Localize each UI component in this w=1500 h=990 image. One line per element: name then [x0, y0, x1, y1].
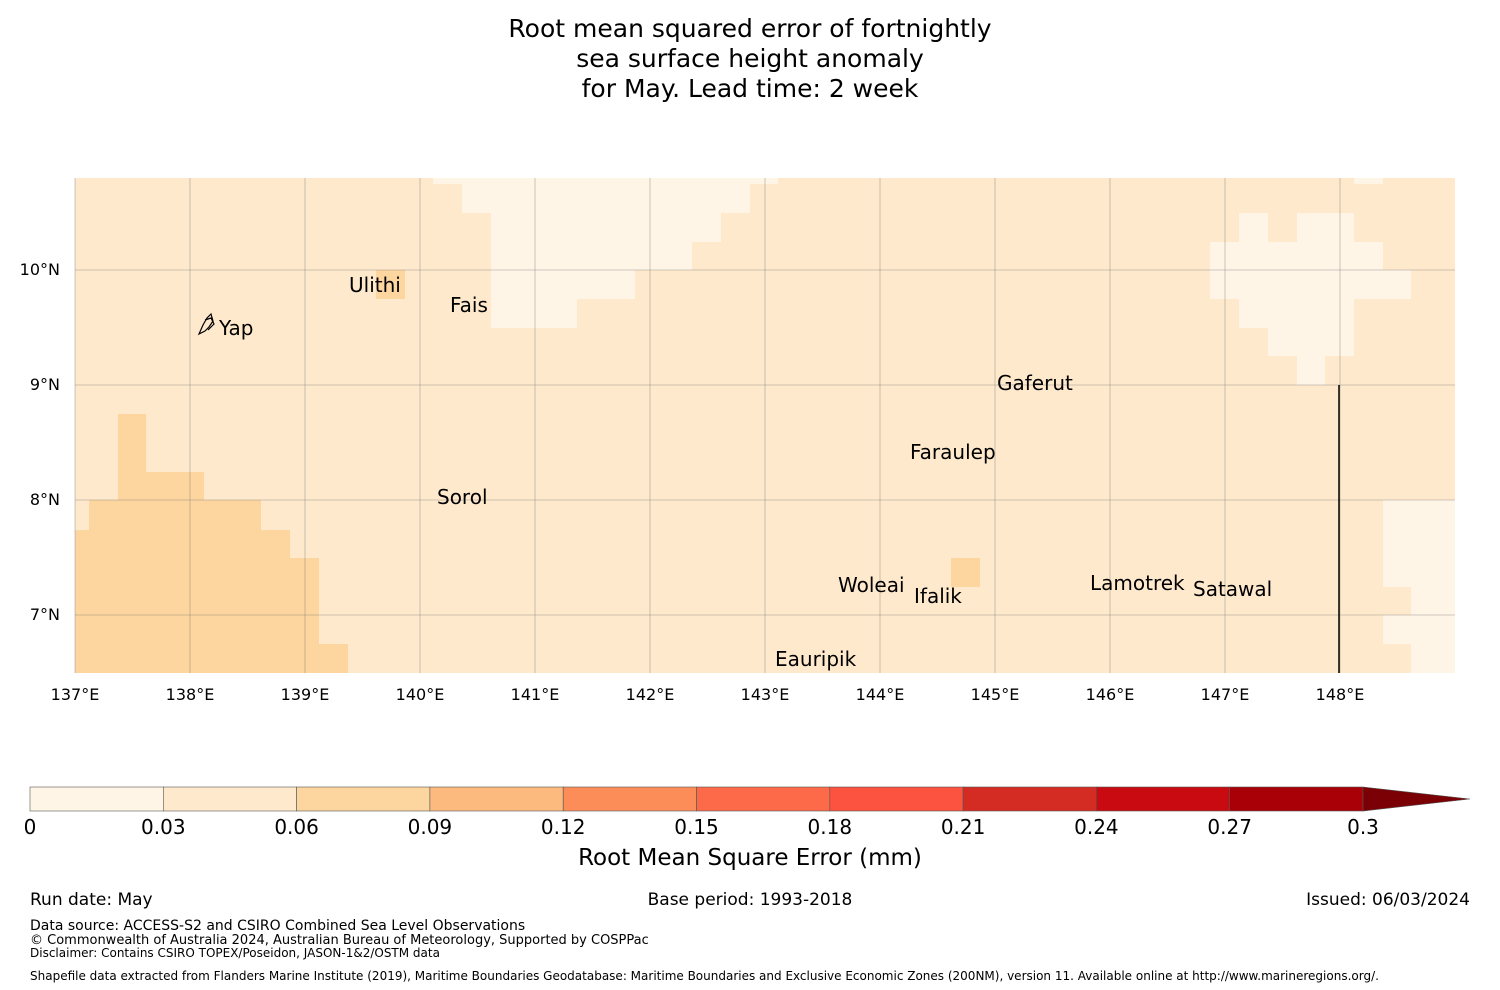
colorbar-tick-label: 0.06: [274, 815, 319, 839]
lon-label-145e: 145°E: [970, 685, 1020, 704]
colorbar-blocks: [29, 786, 1471, 812]
colorbar-block: [296, 786, 431, 812]
place-label-faraulep: Faraulep: [910, 440, 996, 464]
colorbar-tick-label: 0.3: [1347, 815, 1379, 839]
place-label-ifalik: Ifalik: [914, 584, 962, 608]
data-source: Data source: ACCESS-S2 and CSIRO Combine…: [30, 918, 526, 934]
low-error-regions: [433, 178, 1455, 673]
run-date: Run date: May: [30, 890, 153, 910]
lat-label-8n: 8°N: [29, 490, 60, 509]
lat-label-9n: 9°N: [29, 375, 60, 394]
yap-island-shape: [197, 312, 215, 336]
lon-label-147e: 147°E: [1200, 685, 1250, 704]
colorbar-tick-label: 0.21: [940, 815, 986, 839]
gridlines: [74, 178, 1455, 673]
place-label-eauripik: Eauripik: [775, 647, 857, 671]
issued-date: Issued: 06/03/2024: [1306, 890, 1470, 910]
ifalik-higher-error-cell: [951, 558, 980, 587]
title-line-2: sea surface height anomaly: [576, 44, 924, 73]
colorbar-extend-arrow: [1362, 786, 1471, 812]
lon-label-139e: 139°E: [280, 685, 330, 704]
lon-label-148e: 148°E: [1315, 685, 1365, 704]
colorbar-block: [1096, 786, 1231, 812]
lon-label-144e: 144°E: [855, 685, 905, 704]
colorbar-tick-label: 0.24: [1074, 815, 1119, 839]
colorbar-tick-label: 0.12: [540, 815, 586, 839]
colorbar-tick-label: 0.09: [407, 815, 453, 839]
lat-label-10n: 10°N: [19, 260, 60, 279]
colorbar: [29, 786, 1471, 812]
lon-label-138e: 138°E: [165, 685, 215, 704]
higher-error-regions: [75, 270, 980, 673]
map-title: Root mean squared error of fortnightly s…: [0, 14, 1500, 104]
lon-label-143e: 143°E: [740, 685, 790, 704]
colorbar-block: [1229, 786, 1364, 812]
place-label-satawal: Satawal: [1193, 577, 1273, 601]
colorbar-block: [829, 786, 964, 812]
place-label-lamotrek: Lamotrek: [1090, 571, 1185, 595]
northeast-low-error-region: [1210, 213, 1411, 385]
disclaimer: Disclaimer: Contains CSIRO TOPEX/Poseido…: [30, 946, 440, 960]
colorbar-tick-label: 0.27: [1207, 815, 1252, 839]
place-label-woleai: Woleai: [838, 573, 905, 597]
southeast-low-error-region: [1383, 500, 1455, 673]
lon-label-137e: 137°E: [50, 685, 100, 704]
colorbar-tick-label: 0.03: [141, 815, 186, 839]
lon-label-142e: 142°E: [625, 685, 675, 704]
place-label-fais: Fais: [450, 293, 488, 317]
colorbar-tick-label: 0.18: [807, 815, 853, 839]
colorbar-tick-label: 0.15: [674, 815, 719, 839]
copyright: © Commonwealth of Australia 2024, Austra…: [30, 933, 649, 948]
shapefile-credit: Shapefile data extracted from Flanders M…: [30, 969, 1379, 983]
colorbar-block: [696, 786, 831, 812]
lon-label-140e: 140°E: [395, 685, 445, 704]
place-label-yap: Yap: [219, 316, 254, 340]
colorbar-block: [562, 786, 697, 812]
lat-label-7n: 7°N: [29, 605, 60, 624]
northern-low-error-region: [433, 178, 778, 328]
colorbar-block: [429, 786, 564, 812]
lon-label-146e: 146°E: [1085, 685, 1135, 704]
colorbar-block: [29, 786, 164, 812]
colorbar-block: [962, 786, 1097, 812]
title-line-3: for May. Lead time: 2 week: [581, 74, 919, 103]
place-label-sorol: Sorol: [437, 485, 488, 509]
colorbar-tick-label: 0: [23, 815, 37, 839]
ulithi-higher-error-cell: [376, 270, 405, 299]
title-line-1: Root mean squared error of fortnightly: [508, 14, 992, 43]
colorbar-block: [163, 786, 297, 812]
base-period: Base period: 1993-2018: [647, 890, 853, 910]
southwest-higher-error-region: [75, 414, 348, 673]
lon-label-141e: 141°E: [510, 685, 560, 704]
place-label-ulithi: Ulithi: [349, 273, 401, 297]
colorbar-label: Root Mean Square Error (mm): [578, 845, 922, 871]
northeast-corner-low-error: [1354, 178, 1383, 184]
place-label-gaferut: Gaferut: [997, 371, 1073, 395]
